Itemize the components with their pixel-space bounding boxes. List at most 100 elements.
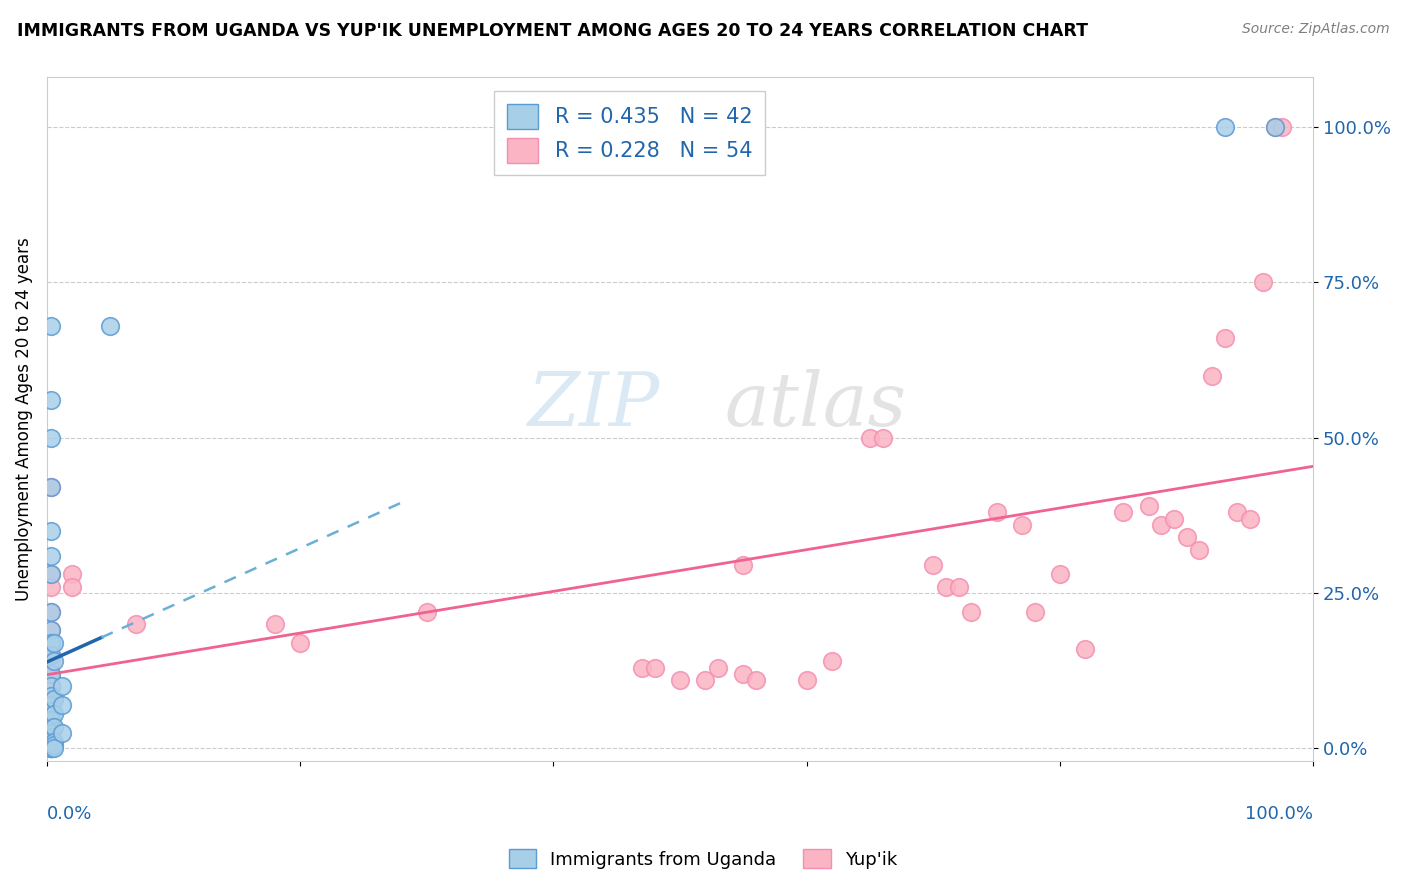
Y-axis label: Unemployment Among Ages 20 to 24 years: Unemployment Among Ages 20 to 24 years <box>15 237 32 601</box>
Point <box>960 605 983 619</box>
Point <box>1213 331 1236 345</box>
Text: IMMIGRANTS FROM UGANDA VS YUP'IK UNEMPLOYMENT AMONG AGES 20 TO 24 YEARS CORRELAT: IMMIGRANTS FROM UGANDA VS YUP'IK UNEMPLO… <box>17 22 1088 40</box>
Point <box>821 655 844 669</box>
Point <box>39 741 62 756</box>
Point <box>39 689 62 703</box>
Point <box>39 734 62 748</box>
Point <box>39 739 62 754</box>
Point <box>1251 276 1274 290</box>
Point <box>39 704 62 718</box>
Point <box>39 567 62 582</box>
Point <box>39 480 62 494</box>
Legend: R = 0.435   N = 42, R = 0.228   N = 54: R = 0.435 N = 42, R = 0.228 N = 54 <box>494 91 765 176</box>
Text: 100.0%: 100.0% <box>1246 805 1313 823</box>
Point <box>1137 499 1160 513</box>
Point <box>39 549 62 563</box>
Point <box>288 636 311 650</box>
Point <box>1049 567 1071 582</box>
Point <box>416 605 439 619</box>
Point <box>39 480 62 494</box>
Point <box>39 720 62 734</box>
Point <box>39 605 62 619</box>
Point <box>948 580 970 594</box>
Point <box>1271 120 1294 135</box>
Point <box>695 673 717 687</box>
Point <box>1150 517 1173 532</box>
Point <box>859 431 882 445</box>
Point <box>39 716 62 731</box>
Point <box>986 505 1008 519</box>
Point <box>44 735 66 749</box>
Point <box>39 648 62 663</box>
Point <box>1226 505 1249 519</box>
Point <box>51 698 73 712</box>
Point <box>1264 120 1286 135</box>
Point <box>263 617 285 632</box>
Point <box>39 648 62 663</box>
Point <box>39 655 62 669</box>
Point <box>707 660 730 674</box>
Point <box>51 679 73 693</box>
Point <box>39 636 62 650</box>
Point <box>669 673 692 687</box>
Point <box>1175 530 1198 544</box>
Point <box>1239 511 1261 525</box>
Point <box>39 605 62 619</box>
Point <box>44 707 66 722</box>
Point <box>1264 120 1286 135</box>
Point <box>39 666 62 681</box>
Point <box>39 624 62 638</box>
Point <box>39 524 62 538</box>
Point <box>39 666 62 681</box>
Point <box>44 739 66 753</box>
Point <box>39 726 62 740</box>
Text: 0.0%: 0.0% <box>46 805 93 823</box>
Point <box>39 580 62 594</box>
Point <box>1188 542 1211 557</box>
Point <box>922 558 945 573</box>
Point <box>733 666 755 681</box>
Text: ZIP: ZIP <box>529 369 661 442</box>
Point <box>39 704 62 718</box>
Text: Source: ZipAtlas.com: Source: ZipAtlas.com <box>1241 22 1389 37</box>
Point <box>44 720 66 734</box>
Point <box>39 741 62 756</box>
Point <box>796 673 818 687</box>
Point <box>39 741 62 756</box>
Point <box>39 737 62 751</box>
Point <box>39 624 62 638</box>
Point <box>39 691 62 706</box>
Point <box>39 431 62 445</box>
Point <box>1201 368 1223 383</box>
Point <box>39 723 62 737</box>
Point <box>39 318 62 333</box>
Point <box>1011 517 1033 532</box>
Point <box>1074 642 1097 657</box>
Point <box>745 673 768 687</box>
Point <box>44 636 66 650</box>
Point <box>872 431 894 445</box>
Point <box>631 660 654 674</box>
Point <box>39 714 62 728</box>
Point <box>39 730 62 744</box>
Point <box>44 691 66 706</box>
Point <box>39 567 62 582</box>
Point <box>1112 505 1135 519</box>
Point <box>39 698 62 712</box>
Point <box>60 580 83 594</box>
Point <box>60 567 83 582</box>
Point <box>98 318 121 333</box>
Text: atlas: atlas <box>724 369 907 442</box>
Point <box>39 679 62 693</box>
Point <box>1213 120 1236 135</box>
Point <box>1163 511 1185 525</box>
Point <box>39 679 62 693</box>
Point <box>39 740 62 755</box>
Point <box>935 580 957 594</box>
Point <box>1024 605 1046 619</box>
Point <box>44 655 66 669</box>
Point <box>39 710 62 724</box>
Point <box>644 660 666 674</box>
Point <box>124 617 146 632</box>
Legend: Immigrants from Uganda, Yup'ik: Immigrants from Uganda, Yup'ik <box>502 842 904 876</box>
